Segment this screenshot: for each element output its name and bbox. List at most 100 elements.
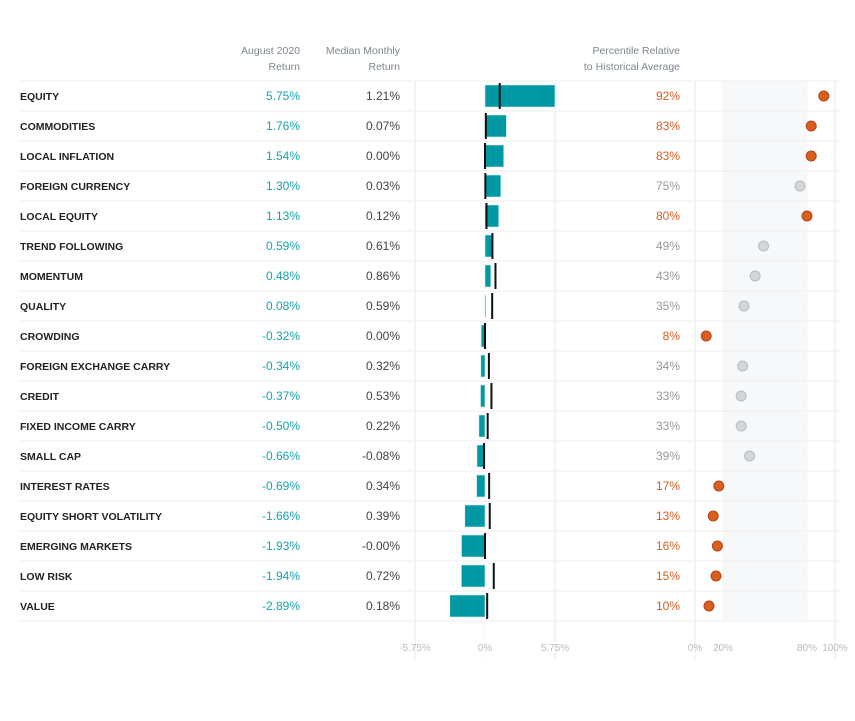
- percentile-dot: [703, 600, 715, 612]
- percentile-value: 10%: [656, 599, 680, 613]
- august-return-value: -1.66%: [262, 509, 300, 523]
- median-return-value: 0.39%: [366, 509, 400, 523]
- august-return-value: 0.48%: [266, 269, 300, 283]
- percentile-dot: [737, 360, 749, 372]
- percentile-axis-tick-20: 20%: [713, 643, 733, 654]
- factor-name: EMERGING MARKETS: [20, 541, 132, 553]
- header-percentile-line2: to Historical Average: [584, 61, 680, 73]
- return-bar: [464, 504, 486, 528]
- percentile-dot: [805, 150, 817, 162]
- percentile-dot: [711, 540, 723, 552]
- factor-name: FOREIGN EXCHANGE CARRY: [20, 361, 170, 373]
- percentile-dot: [710, 570, 722, 582]
- table-row: FIXED INCOME CARRY -0.50% 0.22% 33%: [20, 413, 747, 439]
- table-row: INTEREST RATES -0.69% 0.34% 17%: [20, 473, 725, 499]
- august-return-value: 0.08%: [266, 299, 300, 313]
- percentile-value: 16%: [656, 539, 680, 553]
- median-return-value: 0.00%: [366, 329, 400, 343]
- table-row: EQUITY 5.75% 1.21% 92%: [20, 83, 830, 109]
- august-return-value: -0.50%: [262, 419, 300, 433]
- median-return-value: 0.22%: [366, 419, 400, 433]
- percentile-value: 80%: [656, 209, 680, 223]
- return-bar: [478, 414, 486, 438]
- median-return-value: 0.72%: [366, 569, 400, 583]
- factor-name: INTEREST RATES: [20, 481, 110, 493]
- median-return-value: 0.12%: [366, 209, 400, 223]
- percentile-value: 92%: [656, 89, 680, 103]
- percentile-value: 13%: [656, 509, 680, 523]
- median-return-value: -0.08%: [362, 449, 400, 463]
- median-return-value: 1.21%: [366, 89, 400, 103]
- percentile-value: 8%: [663, 329, 681, 343]
- august-return-value: 1.76%: [266, 119, 300, 133]
- header-median-line2: Return: [368, 61, 400, 73]
- return-bar: [449, 594, 486, 618]
- median-return-value: 0.53%: [366, 389, 400, 403]
- percentile-axis-tick-80: 80%: [797, 643, 817, 654]
- median-return-value: 0.00%: [366, 149, 400, 163]
- factor-name: LOCAL EQUITY: [20, 211, 98, 223]
- factor-name: LOCAL INFLATION: [20, 151, 114, 163]
- return-bar: [484, 204, 500, 228]
- median-return-value: 0.03%: [366, 179, 400, 193]
- percentile-value: 75%: [656, 179, 680, 193]
- august-return-value: 1.30%: [266, 179, 300, 193]
- median-return-value: 0.34%: [366, 479, 400, 493]
- bar-axis-tick-max: 5.75%: [541, 643, 569, 654]
- august-return-value: -1.93%: [262, 539, 300, 553]
- august-return-value: 0.59%: [266, 239, 300, 253]
- percentile-dot: [700, 330, 712, 342]
- return-bar: [476, 474, 486, 498]
- percentile-value: 33%: [656, 389, 680, 403]
- percentile-value: 17%: [656, 479, 680, 493]
- percentile-value: 34%: [656, 359, 680, 373]
- table-row: CROWDING -0.32% 0.00% 8%: [20, 323, 712, 349]
- bar-axis-tick-zero: 0%: [478, 643, 493, 654]
- percentile-axis-tick-0: 0%: [688, 643, 703, 654]
- table-row: LOCAL EQUITY 1.13% 0.12% 80%: [20, 203, 813, 229]
- table-row: EQUITY SHORT VOLATILITY -1.66% 0.39% 13%: [20, 503, 719, 529]
- percentile-value: 49%: [656, 239, 680, 253]
- percentile-dot: [707, 510, 719, 522]
- percentile-dot: [738, 300, 750, 312]
- august-return-value: -0.34%: [262, 359, 300, 373]
- return-bar: [484, 234, 493, 258]
- return-bar: [484, 264, 492, 288]
- percentile-dot: [735, 390, 747, 402]
- percentile-value: 33%: [656, 419, 680, 433]
- percentile-axis-tick-100: 100%: [822, 643, 848, 654]
- return-bar: [484, 114, 507, 138]
- percentile-dot: [735, 420, 747, 432]
- table-row: VALUE -2.89% 0.18% 10%: [20, 593, 715, 619]
- percentile-value: 39%: [656, 449, 680, 463]
- median-return-value: 0.59%: [366, 299, 400, 313]
- table-row: FOREIGN EXCHANGE CARRY -0.34% 0.32% 34%: [20, 353, 749, 379]
- august-return-value: 5.75%: [266, 89, 300, 103]
- return-bar: [484, 294, 487, 318]
- factor-name: VALUE: [20, 601, 55, 613]
- factor-name: SMALL CAP: [20, 451, 81, 463]
- factor-name: MOMENTUM: [20, 271, 83, 283]
- table-row: FOREIGN CURRENCY 1.30% 0.03% 75%: [20, 173, 806, 199]
- bar-axis-tick-min: -5.75%: [399, 643, 431, 654]
- table-row: QUALITY 0.08% 0.59% 35%: [20, 293, 750, 319]
- table-row: COMMODITIES 1.76% 0.07% 83%: [20, 113, 817, 139]
- return-bar: [461, 564, 486, 588]
- august-return-value: -0.37%: [262, 389, 300, 403]
- percentile-dot: [744, 450, 756, 462]
- median-return-value: 0.86%: [366, 269, 400, 283]
- factor-name: CREDIT: [20, 391, 60, 403]
- header-median-line1: Median Monthly: [326, 45, 401, 57]
- percentile-dot: [758, 240, 770, 252]
- return-bar: [461, 534, 486, 558]
- table-row: EMERGING MARKETS -1.93% -0.00% 16%: [20, 533, 723, 559]
- table-row: SMALL CAP -0.66% -0.08% 39%: [20, 443, 756, 469]
- factor-name: COMMODITIES: [20, 121, 95, 133]
- factor-name: EQUITY SHORT VOLATILITY: [20, 511, 162, 523]
- august-return-value: -1.94%: [262, 569, 300, 583]
- return-bar: [484, 174, 502, 198]
- percentile-dot: [805, 120, 817, 132]
- return-bar: [484, 144, 505, 168]
- factor-name: FIXED INCOME CARRY: [20, 421, 136, 433]
